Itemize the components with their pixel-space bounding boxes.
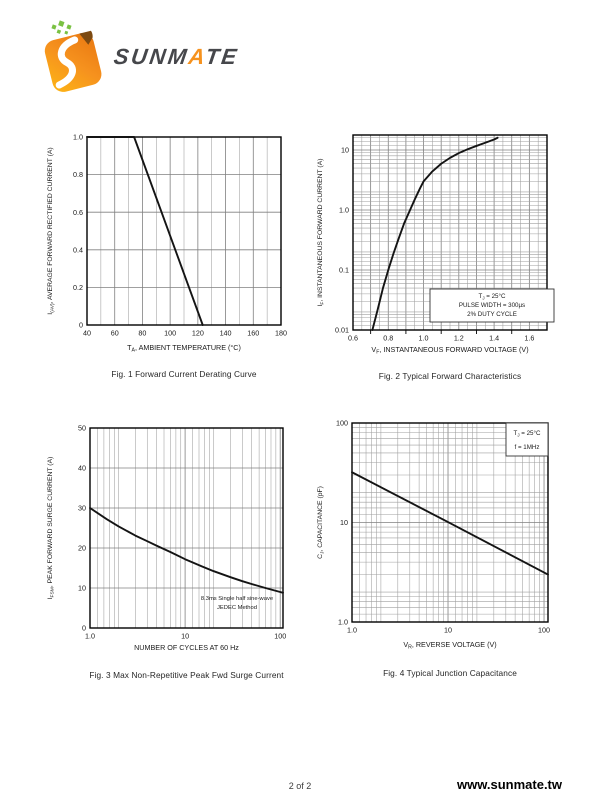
svg-text:0: 0 — [79, 321, 83, 330]
fig3-series — [89, 507, 284, 594]
svg-text:160: 160 — [247, 329, 259, 338]
svg-text:1.2: 1.2 — [454, 334, 464, 343]
logo: SUNMATE — [38, 14, 240, 96]
svg-text:1.6: 1.6 — [524, 334, 534, 343]
svg-text:0: 0 — [82, 624, 86, 633]
svg-text:10: 10 — [340, 518, 348, 527]
fig4-frame — [351, 422, 549, 623]
svg-text:8.3ms Single half sine-wave: 8.3ms Single half sine-wave — [201, 596, 273, 602]
svg-text:PULSE WIDTH = 300µs: PULSE WIDTH = 300µs — [459, 302, 525, 309]
svg-text:I(AV), AVERAGE FORWARD RECTIFI: I(AV), AVERAGE FORWARD RECTIFIED CURRENT… — [47, 147, 56, 314]
forward-current-derating-curve — [86, 136, 204, 326]
fig3-frame — [89, 427, 284, 629]
svg-text:1.0: 1.0 — [73, 133, 83, 142]
fig3-block: 8.3ms Single half sine-wave JEDEC Method 1… — [40, 408, 333, 680]
fig2-series — [371, 136, 499, 331]
svg-text:VF, INSTANTANEOUS FORWARD VOLT: VF, INSTANTANEOUS FORWARD VOLTAGE (V) — [371, 345, 528, 356]
svg-text:1.4: 1.4 — [489, 334, 499, 343]
svg-text:0.8: 0.8 — [73, 170, 83, 179]
svg-text:IFSM, PEAK FORWARD SURGE CURRE: IFSM, PEAK FORWARD SURGE CURRENT (A) — [47, 457, 56, 600]
svg-text:IF, INSTANTANEOUS FORWARD CURR: IF, INSTANTANEOUS FORWARD CURRENT (A) — [317, 159, 326, 307]
fig2-frame — [352, 134, 548, 331]
fig4-caption: Fig. 4 Typical Junction Capacitance — [383, 668, 517, 678]
svg-text:10: 10 — [444, 626, 452, 635]
svg-text:JEDEC Method: JEDEC Method — [217, 605, 257, 611]
fig1-grid — [86, 136, 282, 326]
svg-text:40: 40 — [83, 329, 91, 338]
svg-text:0.1: 0.1 — [339, 266, 349, 275]
svg-text:TJ = 25°C: TJ = 25°C — [479, 293, 506, 301]
svg-text:100: 100 — [538, 626, 550, 635]
svg-text:140: 140 — [220, 329, 232, 338]
fig1-series — [86, 136, 204, 326]
svg-text:VR, REVERSE VOLTAGE (V): VR, REVERSE VOLTAGE (V) — [403, 640, 496, 651]
svg-text:NUMBER OF CYCLES AT 60 Hz: NUMBER OF CYCLES AT 60 Hz — [134, 643, 239, 652]
fig4-tick-labels: 1.0 10 100 1.0 10 100 — [336, 419, 550, 635]
fig1-chart: 40 60 80 100 120 140 160 180 0 0.2 0.4 0.6 0.8 1.0 TA,… — [47, 133, 287, 354]
fig2-caption: Fig. 2 Typical Forward Characteristics — [378, 371, 522, 381]
svg-text:1.0: 1.0 — [338, 618, 348, 627]
svg-text:0.8: 0.8 — [383, 334, 393, 343]
fig4-block: TJ = 25°C f = 1MHz 1.0 10 100 1.0 10 100 VR, REV… — [310, 408, 592, 678]
page-number: 2 of 2 — [288, 781, 312, 791]
svg-text:120: 120 — [192, 329, 204, 338]
svg-text:0.4: 0.4 — [73, 245, 83, 254]
fig1-caption: Fig. 1 Forward Current Derating Curve — [111, 369, 257, 379]
svg-text:2% DUTY CYCLE: 2% DUTY CYCLE — [467, 311, 517, 318]
svg-text:80: 80 — [138, 329, 146, 338]
svg-text:1.0: 1.0 — [85, 632, 95, 641]
svg-text:TA, AMBIENT TEMPERATURE (°C): TA, AMBIENT TEMPERATURE (°C) — [127, 343, 241, 354]
svg-text:180: 180 — [275, 329, 287, 338]
svg-text:30: 30 — [78, 504, 86, 513]
fig3-grid — [89, 427, 283, 629]
junction-capacitance-curve — [351, 471, 549, 576]
svg-text:0.2: 0.2 — [73, 283, 83, 292]
svg-text:1.0: 1.0 — [347, 626, 357, 635]
svg-text:0.01: 0.01 — [335, 326, 349, 335]
svg-text:f = 1MHz: f = 1MHz — [515, 444, 540, 451]
fig2-tick-labels: 0.6 0.8 1.0 1.2 1.4 1.6 0.01 0.1 1.0 10 — [335, 146, 534, 343]
logo-dots — [51, 20, 72, 35]
logo-square — [44, 30, 102, 92]
svg-text:50: 50 — [78, 424, 86, 433]
svg-text:0.6: 0.6 — [348, 334, 358, 343]
fig1-tick-labels: 40 60 80 100 120 140 160 180 0 0.2 0.4 0.6 0.8 1.0 — [73, 133, 287, 338]
svg-text:100: 100 — [274, 632, 286, 641]
fig4-annotation: TJ = 25°C f = 1MHz — [505, 422, 549, 457]
fig1-frame — [86, 136, 282, 326]
svg-text:100: 100 — [164, 329, 176, 338]
fig1-block: 40 60 80 100 120 140 160 180 0 0.2 0.4 0.6 0.8 1.0 TA,… — [40, 113, 328, 379]
logo-text-post: TE — [203, 44, 241, 69]
logo-wordmark: SUNMATE — [112, 44, 240, 70]
svg-text:TJ = 25°C: TJ = 25°C — [514, 430, 541, 438]
typical-forward-characteristic-curve — [371, 136, 499, 331]
peak-forward-surge-current-curve — [89, 507, 284, 594]
svg-text:1.0: 1.0 — [339, 206, 349, 215]
fig4-series — [351, 471, 549, 576]
svg-text:20: 20 — [78, 544, 86, 553]
fig3-tick-labels: 1.0 10 100 0 10 20 30 40 50 — [78, 424, 286, 641]
svg-text:40: 40 — [78, 464, 86, 473]
logo-mark-icon — [44, 20, 102, 92]
svg-text:0.6: 0.6 — [73, 208, 83, 217]
logo-text-pre: SUNM — [112, 44, 191, 69]
svg-text:CJ, CAPACITANCE (pF): CJ, CAPACITANCE (pF) — [317, 486, 326, 559]
fig4-chart: TJ = 25°C f = 1MHz 1.0 10 100 1.0 10 100 VR, REV… — [317, 419, 550, 651]
svg-text:1.0: 1.0 — [419, 334, 429, 343]
logo-swoosh-icon — [55, 36, 79, 89]
fig3-annotation: 8.3ms Single half sine-wave JEDEC Method — [201, 596, 273, 611]
svg-text:10: 10 — [181, 632, 189, 641]
svg-text:100: 100 — [336, 419, 348, 428]
website-url: www.sunmate.tw — [457, 777, 562, 792]
fig2-block: TJ = 25°C PULSE WIDTH = 300µs 2% DUTY CYCL… — [310, 113, 592, 381]
svg-text:10: 10 — [341, 146, 349, 155]
svg-text:60: 60 — [111, 329, 119, 338]
fig3-caption: Fig. 3 Max Non-Repetitive Peak Fwd Surge… — [89, 670, 284, 680]
svg-text:10: 10 — [78, 584, 86, 593]
